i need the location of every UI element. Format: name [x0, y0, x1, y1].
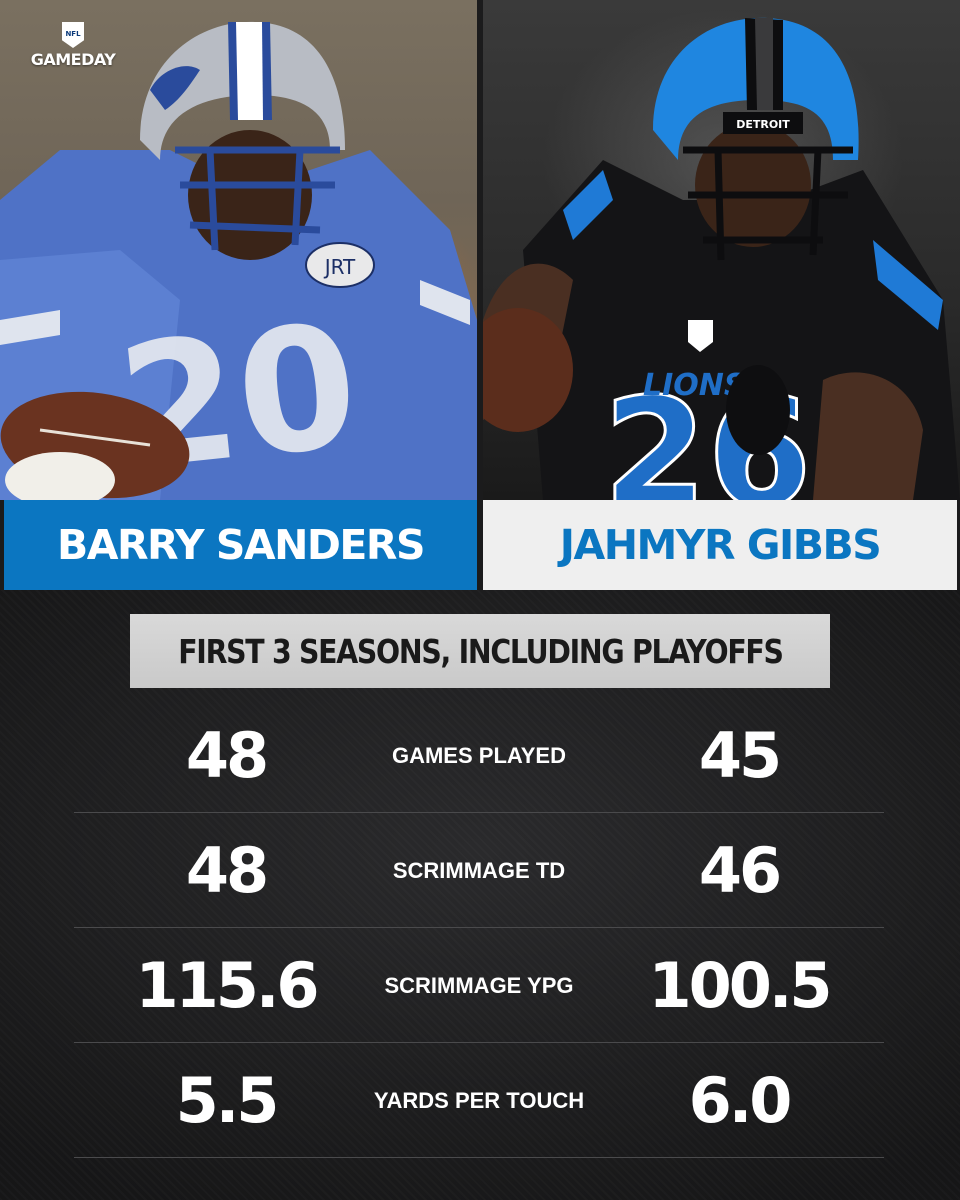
- stat-value-left: 48: [185, 834, 269, 907]
- stat-label: YARDS PER TOUCH: [373, 1087, 585, 1113]
- stat-row-games-played: 48 GAMES PLAYED 45: [74, 698, 884, 813]
- stat-value-left: 115.6: [135, 949, 319, 1022]
- row-divider: [74, 927, 884, 928]
- stat-value-right: 100.5: [648, 949, 832, 1022]
- stat-value-left: 5.5: [175, 1064, 280, 1137]
- stat-row-yards-per-touch: 5.5 YARDS PER TOUCH 6.0: [74, 1043, 884, 1158]
- stats-panel: FIRST 3 SEASONS, INCLUDING PLAYOFFS 48 G…: [0, 590, 960, 1200]
- stat-row-scrimmage-td: 48 SCRIMMAGE TD 46: [74, 813, 884, 928]
- jrt-helmet-patch: JRT: [323, 255, 356, 279]
- player-name-right: JAHMYR GIBBS: [483, 500, 957, 590]
- nfl-gameday-logo: NFL GAMEDAY: [28, 22, 118, 69]
- stat-value-right: 46: [698, 834, 782, 907]
- jahmyr-gibbs-illustration: 26 LIONS DETROIT: [483, 17, 960, 500]
- stat-value-right: 6.0: [688, 1064, 793, 1137]
- detroit-helmet-label: DETROIT: [736, 118, 790, 131]
- stat-row-scrimmage-ypg: 115.6 SCRIMMAGE YPG 100.5: [74, 928, 884, 1043]
- jahmyr-gibbs-photo: 26 LIONS DETROIT: [483, 0, 960, 500]
- stat-label: GAMES PLAYED: [391, 742, 566, 768]
- stat-label: SCRIMMAGE YPG: [384, 972, 574, 998]
- row-divider: [74, 1042, 884, 1043]
- stat-value-right: 45: [698, 719, 782, 792]
- stats-heading: FIRST 3 SEASONS, INCLUDING PLAYOFFS: [177, 631, 784, 671]
- gameday-wordmark: GAMEDAY: [30, 50, 116, 69]
- stat-value-left: 48: [185, 719, 269, 792]
- barry-sanders-illustration: 20 JRT: [0, 21, 477, 500]
- row-divider: [74, 812, 884, 813]
- player-name-left: BARRY SANDERS: [4, 500, 477, 590]
- stat-label: SCRIMMAGE TD: [392, 857, 566, 883]
- barry-sanders-photo: 20 JRT NFL GAMEDAY: [0, 0, 477, 500]
- stats-heading-box: FIRST 3 SEASONS, INCLUDING PLAYOFFS: [130, 614, 830, 688]
- row-divider: [74, 1157, 884, 1158]
- nfl-shield-icon: NFL: [62, 22, 84, 48]
